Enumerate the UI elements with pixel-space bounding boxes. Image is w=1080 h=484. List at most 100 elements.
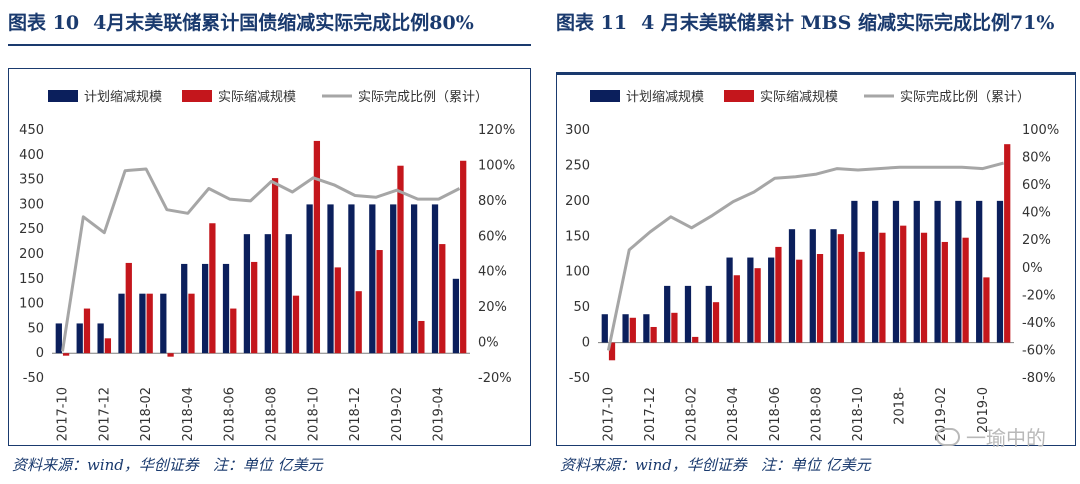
bar-actual [251,261,258,354]
right-axis-tick-label: 40% [478,265,507,280]
watermark: 一瑜中的 [936,422,1046,451]
left-axis-tick-label: 150 [19,272,44,287]
bar-plan [306,204,313,354]
source-text: 资料来源：wind，华创证券 [12,456,199,474]
left-axis-tick-label: 200 [565,194,590,209]
left-axis-tick-label: 0 [582,336,590,351]
series-line-ratio [606,161,1004,351]
bar-plan [851,200,858,343]
bar-actual [712,302,720,343]
bar-plan [643,314,650,343]
right-axis-tick-label: -20% [1022,288,1056,303]
x-axis-tick-label: 2018-06 [768,387,783,441]
bar-plan [726,257,733,343]
bar-plan [118,293,125,354]
bar-actual [418,320,425,354]
wechat-icon [936,427,960,446]
bar-actual [188,293,195,354]
bar-plan [139,293,146,354]
x-axis-tick-label: 2017-12 [643,387,658,441]
x-axis-tick-label: 2019-04 [432,387,447,441]
source-line: 资料来源：wind，华创证券 注：单位 亿美元 [12,454,525,475]
bar-plan [410,204,418,354]
x-axis-tick-label: 2018-06 [223,387,238,441]
figure-11-panel: 图表 11 4 月末美联储累计 MBS 缩减实际完成比例71% 计划缩减规模 实际缩… [548,0,1080,484]
left-axis-tick-label: -50 [23,371,44,386]
legend-label: 实际缩减规模 [218,89,296,105]
x-axis-tick-label: 2018-10 [851,387,866,441]
bar-plan [264,234,271,354]
left-axis-tick-label: 0 [36,346,44,361]
bar-actual [460,160,467,354]
bar-actual [858,251,865,343]
bar-actual [376,250,383,354]
watermark-text: 一瑜中的 [966,426,1046,450]
left-axis-tick-label: 100 [19,297,44,312]
left-axis-tick-label: 300 [565,123,590,138]
right-axis-tick-label: 0% [1022,261,1043,276]
x-axis-tick-label: 2018-02 [139,387,154,441]
left-axis-tick-label: 200 [19,247,44,262]
x-axis-tick-label: 2018-04 [726,387,741,441]
figure-title-text: 4月末美联储累计国债缩减实际完成比例80% [93,12,474,34]
bar-plan [684,285,692,343]
bar-plan [431,204,439,354]
bar-plan [809,229,816,343]
bar-plan [222,263,230,354]
legend-label: 实际缩减规模 [760,89,838,105]
legend-label: 实际完成比例（累计） [900,90,1030,105]
bar-actual [650,326,657,343]
left-axis-tick-label: 250 [565,158,590,173]
right-axis-tick-label: 20% [478,300,507,315]
bar-plan [872,200,879,343]
bar-plan [913,200,920,343]
bar-plan [160,293,167,354]
right-axis-tick-label: 0% [478,336,499,351]
bar-plan [934,200,941,343]
legend-swatch [48,90,78,102]
bar-actual [397,165,404,354]
bar-plan [55,323,62,354]
bar-actual [292,295,300,354]
bar-plan [664,285,671,343]
bar-actual [83,308,91,354]
chart-frame [8,68,531,446]
bar-actual [439,244,446,354]
bar-plan [788,229,796,343]
bar-actual [941,241,948,343]
figure-title-text: 4 月末美联储累计 MBS 缩减实际完成比例71% [641,12,1055,34]
chart-figure-10: 计划缩减规模 实际缩减规模 实际完成比例（累计） 450 400 350 300 250 200… [19,89,515,441]
bar-actual [355,291,362,354]
x-axis-tick-label: 2018- [893,387,908,425]
legend-label: 计划缩减规模 [84,89,162,105]
bar-actual [796,259,803,343]
bar-plan [747,257,754,343]
bar-actual [983,277,990,343]
bar-actual [230,308,237,354]
bar-plan [327,204,334,354]
bar-plan [201,263,209,354]
bar-plan [452,278,460,354]
left-axis-tick-label: 100 [565,265,590,280]
legend-swatch [182,90,212,102]
bar-actual [209,223,216,354]
figure-label: 图表 11 [556,12,628,34]
right-axis-tick-label: 60% [478,229,507,244]
bar-actual [837,234,844,343]
bar-actual [671,312,678,343]
bar-plan [76,323,83,354]
bar-plan [369,204,376,354]
bar-plan [285,234,292,354]
bar-actual [754,268,761,343]
right-axis-tick-label: 60% [1022,178,1051,193]
bar-plan [348,204,355,354]
bar-actual [608,342,616,361]
x-axis-tick-label: 2017-12 [97,387,112,441]
bar-actual [816,254,824,343]
bar-plan [768,257,775,343]
left-axis-tick-label: 50 [27,321,44,336]
legend-swatch [590,90,620,102]
bar-actual [125,262,132,354]
bar-actual [629,317,636,343]
bar-plan [996,200,1004,343]
